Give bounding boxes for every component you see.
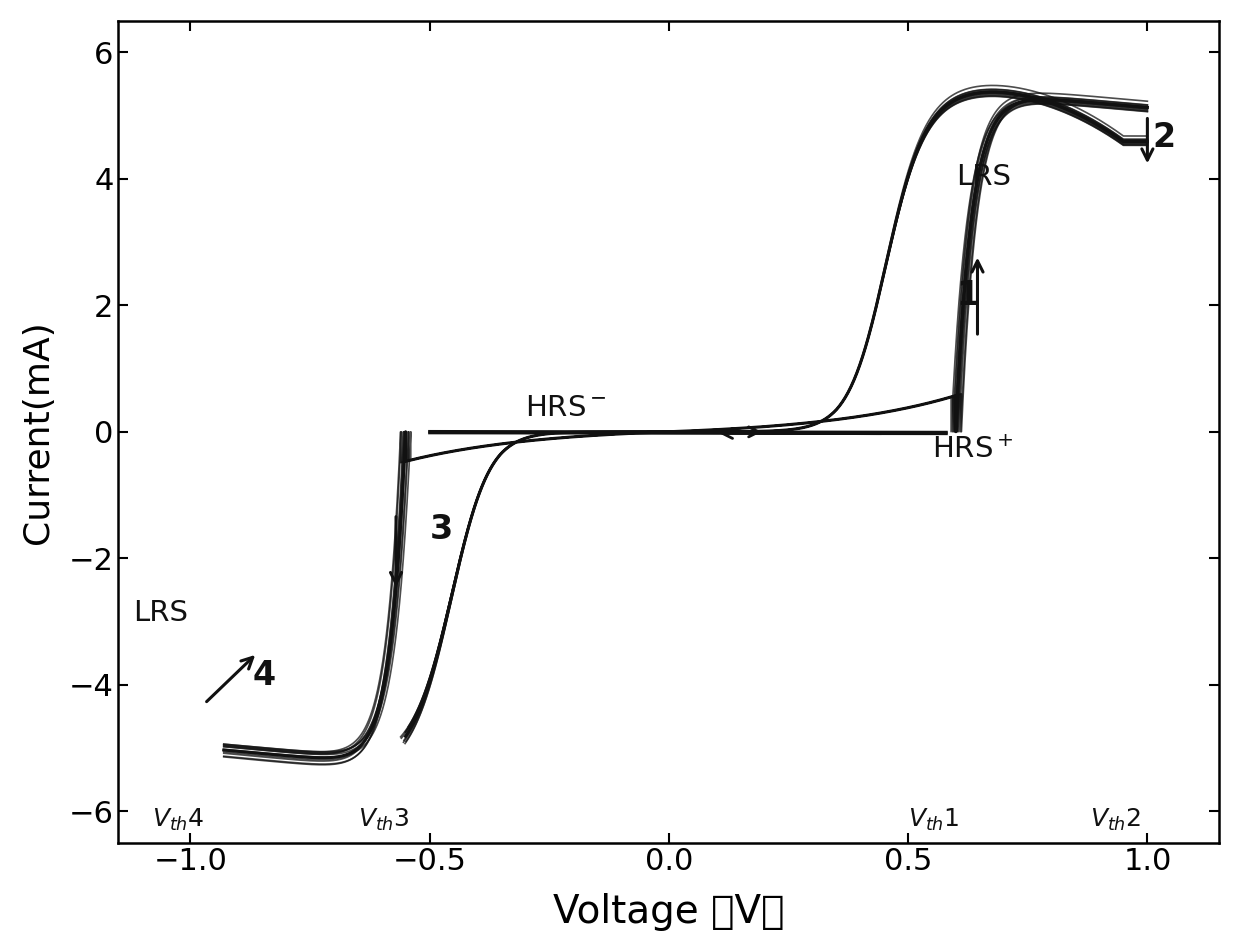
Text: 1: 1 [956,279,980,312]
Text: $V_{th}$3: $V_{th}$3 [358,807,409,833]
Text: $V_{th}$2: $V_{th}$2 [1090,807,1141,833]
Text: 4: 4 [253,659,275,691]
Y-axis label: Current(mA): Current(mA) [21,320,55,544]
Text: LRS: LRS [956,163,1011,191]
Text: 3: 3 [429,513,453,546]
Text: LRS: LRS [133,600,187,627]
Text: HRS$^+$: HRS$^+$ [932,436,1014,465]
Text: 2: 2 [1152,121,1176,154]
Text: $V_{th}$4: $V_{th}$4 [153,807,205,833]
Text: $V_{th}$1: $V_{th}$1 [908,807,960,833]
X-axis label: Voltage （V）: Voltage （V） [553,893,785,931]
Text: HRS$^-$: HRS$^-$ [526,394,608,422]
